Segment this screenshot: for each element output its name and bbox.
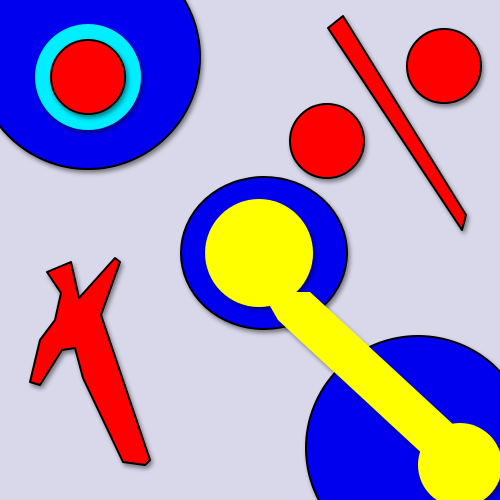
- red-dot-lower[interactable]: [290, 104, 364, 178]
- red-target-dot[interactable]: [51, 40, 125, 114]
- red-dot-upper[interactable]: [407, 29, 481, 103]
